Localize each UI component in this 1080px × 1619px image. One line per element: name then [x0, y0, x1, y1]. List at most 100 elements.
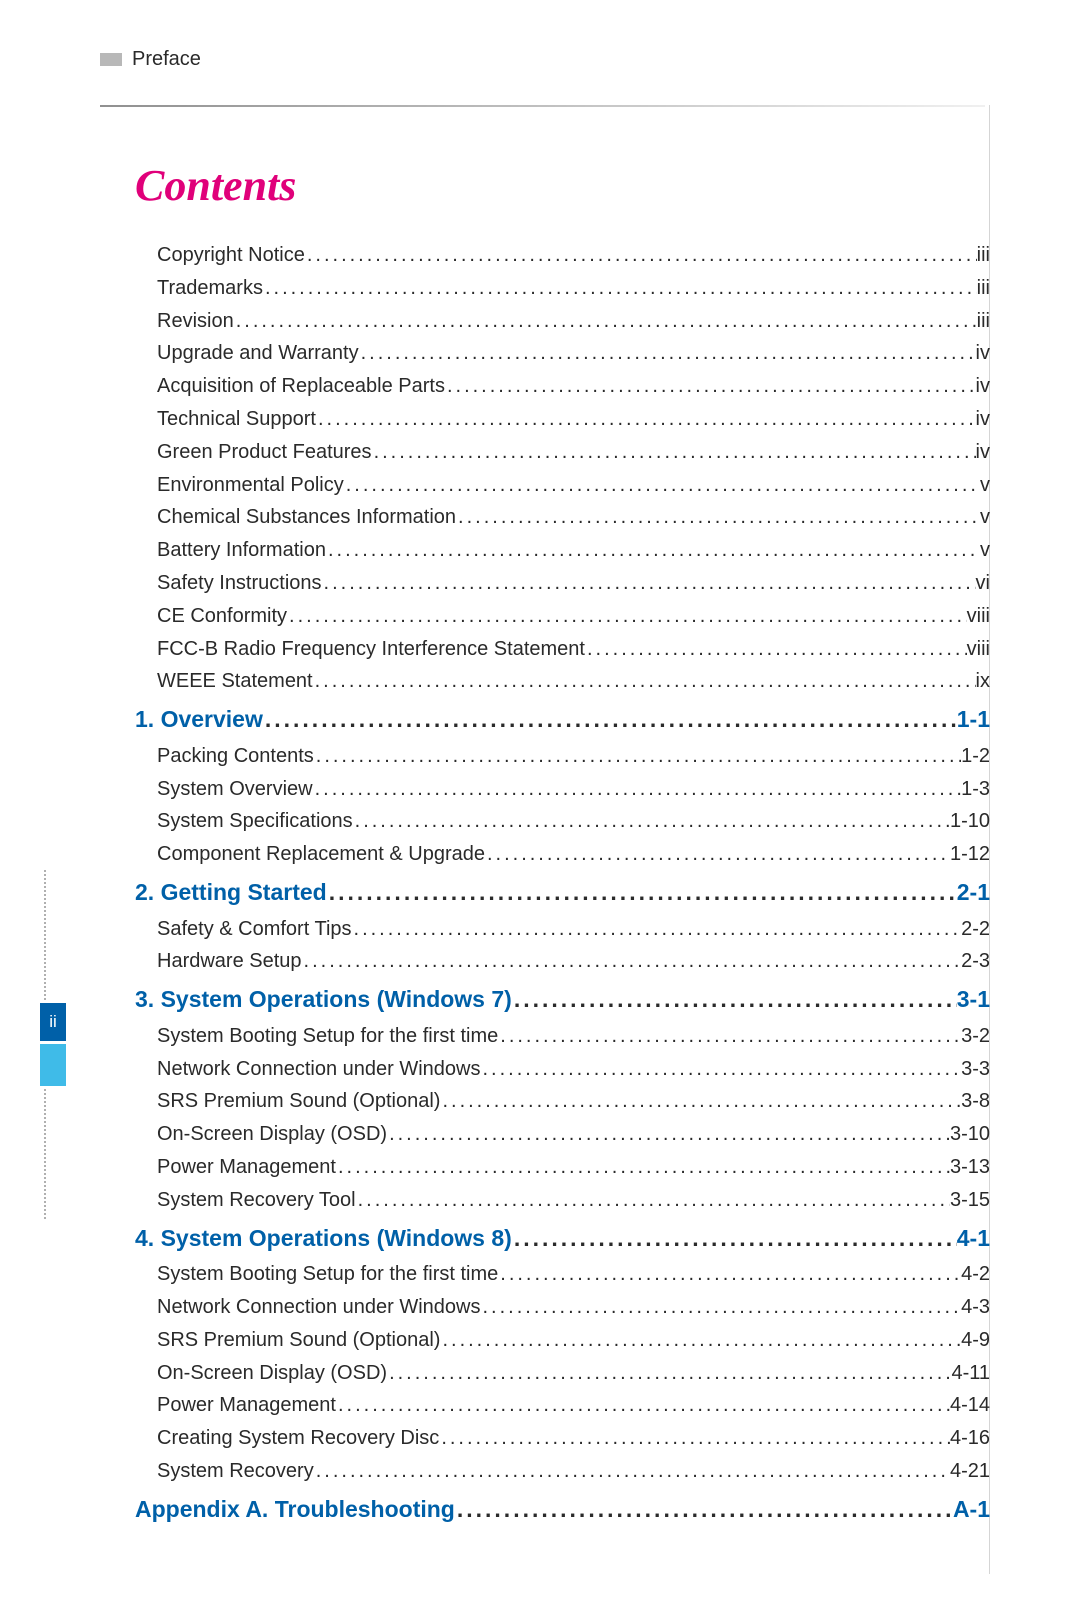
toc-entry: Packing Contents........................…: [135, 740, 990, 773]
toc-leader-dots: ........................................…: [481, 1053, 962, 1086]
toc-entry-page: vi: [976, 567, 990, 600]
toc-entry-page: v: [980, 501, 990, 534]
toc-leader-dots: ........................................…: [439, 1422, 950, 1455]
toc-entry-title: SRS Premium Sound (Optional): [157, 1324, 440, 1357]
toc-entry-page: 1-3: [961, 773, 990, 806]
toc-entry-page: 4-11: [951, 1357, 990, 1390]
toc-entry: FCC-B Radio Frequency Interference State…: [135, 633, 990, 666]
toc-entry-title: Chemical Substances Information: [157, 501, 456, 534]
toc-entry-page: 4-3: [961, 1291, 990, 1324]
toc-leader-dots: ........................................…: [344, 469, 980, 502]
toc-entry: Network Connection under Windows........…: [135, 1291, 990, 1324]
toc-entry-title: Upgrade and Warranty: [157, 337, 359, 370]
toc-entry-page: 2-2: [961, 913, 990, 946]
toc-entry: Upgrade and Warranty....................…: [135, 337, 990, 370]
toc-entry-title: On-Screen Display (OSD): [157, 1357, 387, 1390]
toc-leader-dots: ........................................…: [512, 1221, 957, 1257]
toc-leader-dots: ........................................…: [387, 1357, 951, 1390]
toc-entry: System Recovery Tool....................…: [135, 1184, 990, 1217]
toc-entry: System Booting Setup for the first time.…: [135, 1020, 990, 1053]
toc-entry-title: SRS Premium Sound (Optional): [157, 1085, 440, 1118]
toc-entry: Copyright Notice........................…: [135, 239, 990, 272]
toc-leader-dots: ........................................…: [327, 875, 957, 911]
toc-entry-page: viii: [967, 633, 990, 666]
toc-leader-dots: ........................................…: [287, 600, 967, 633]
toc-entry-page: 2-3: [961, 945, 990, 978]
toc-section: 3. System Operations (Windows 7) .......…: [135, 982, 990, 1018]
toc-entry-page: 1-2: [961, 740, 990, 773]
toc-entry-title: 3. System Operations (Windows 7): [135, 982, 512, 1018]
toc-entry: Power Management........................…: [135, 1151, 990, 1184]
toc-entry-title: Network Connection under Windows: [157, 1291, 481, 1324]
toc-entry: WEEE Statement .........................…: [135, 665, 990, 698]
toc-entry: Trademarks..............................…: [135, 272, 990, 305]
toc-entry: SRS Premium Sound (Optional) ...........…: [135, 1085, 990, 1118]
toc-leader-dots: ........................................…: [263, 272, 977, 305]
toc-leader-dots: ........................................…: [359, 337, 976, 370]
toc-leader-dots: ........................................…: [498, 1258, 961, 1291]
toc-entry-page: v: [980, 469, 990, 502]
toc-entry-title: Safety Instructions: [157, 567, 322, 600]
toc-leader-dots: ........................................…: [512, 982, 957, 1018]
toc-entry-page: 4-14: [950, 1389, 990, 1422]
toc-entry: CE Conformity...........................…: [135, 600, 990, 633]
toc-entry-page: 3-1: [957, 982, 990, 1018]
toc-section: 2. Getting Started......................…: [135, 875, 990, 911]
toc-leader-dots: ........................................…: [313, 665, 976, 698]
toc-leader-dots: ........................................…: [481, 1291, 962, 1324]
toc-entry-title: Packing Contents: [157, 740, 314, 773]
toc-entry-page: A-1: [953, 1492, 990, 1528]
toc-entry-title: System Specifications: [157, 805, 353, 838]
header-bar-icon: [100, 53, 122, 66]
toc-entry-page: 4-16: [950, 1422, 990, 1455]
toc-entry-title: System Booting Setup for the first time: [157, 1258, 498, 1291]
toc-leader-dots: ........................................…: [585, 633, 967, 666]
toc-entry: System Overview ........................…: [135, 773, 990, 806]
dotted-line-icon: [44, 1089, 72, 1219]
toc-entry-title: Hardware Setup: [157, 945, 302, 978]
toc-entry: Component Replacement & Upgrade ........…: [135, 838, 990, 871]
page-header: Preface: [100, 48, 970, 71]
toc-entry-page: 4-9: [961, 1324, 990, 1357]
toc-entry: Safety & Comfort Tips...................…: [135, 913, 990, 946]
toc-section: 1. Overview ............................…: [135, 702, 990, 738]
toc-entry-page: 4-2: [961, 1258, 990, 1291]
toc-leader-dots: ........................................…: [456, 501, 980, 534]
toc-leader-dots: ........................................…: [302, 945, 962, 978]
toc-section: 4. System Operations (Windows 8) .......…: [135, 1221, 990, 1257]
toc-entry-page: 3-10: [950, 1118, 990, 1151]
toc-entry-page: iv: [976, 337, 990, 370]
toc-entry-title: System Booting Setup for the first time: [157, 1020, 498, 1053]
toc-leader-dots: ........................................…: [498, 1020, 961, 1053]
toc-entry-title: Revision: [157, 305, 234, 338]
toc-entry-page: ix: [976, 665, 990, 698]
toc-entry-page: 4-1: [957, 1221, 990, 1257]
toc-leader-dots: ........................................…: [234, 305, 977, 338]
toc-entry-page: 1-10: [950, 805, 990, 838]
toc-entry: Chemical Substances Information ........…: [135, 501, 990, 534]
header-label: Preface: [132, 48, 201, 71]
toc-entry: Network Connection under Windows........…: [135, 1053, 990, 1086]
toc-entry-page: iv: [976, 403, 990, 436]
toc-leader-dots: ........................................…: [322, 567, 976, 600]
toc-entry-title: Acquisition of Replaceable Parts: [157, 370, 445, 403]
toc-entry-title: CE Conformity: [157, 600, 287, 633]
toc-entry-page: 3-8: [961, 1085, 990, 1118]
toc-entry-page: 1-12: [950, 838, 990, 871]
toc-entry-page: iv: [976, 436, 990, 469]
toc-leader-dots: ........................................…: [445, 370, 976, 403]
toc-entry-title: 2. Getting Started: [135, 875, 327, 911]
content-area: Contents Copyright Notice...............…: [135, 160, 990, 1530]
toc-entry-title: Technical Support: [157, 403, 316, 436]
toc-entry: On-Screen Display (OSD).................…: [135, 1357, 990, 1390]
toc-entry-title: Appendix A. Troubleshooting: [135, 1492, 455, 1528]
toc-entry-title: Component Replacement & Upgrade: [157, 838, 485, 871]
toc-entry-page: iii: [977, 239, 990, 272]
toc-entry-title: System Overview: [157, 773, 313, 806]
accent-box-icon: [40, 1044, 66, 1086]
toc-entry-title: Power Management: [157, 1389, 336, 1422]
toc-entry-title: System Recovery Tool: [157, 1184, 356, 1217]
toc-leader-dots: ........................................…: [440, 1324, 961, 1357]
toc-entry-page: iii: [977, 272, 990, 305]
page-number-badge: ii: [40, 1003, 66, 1041]
